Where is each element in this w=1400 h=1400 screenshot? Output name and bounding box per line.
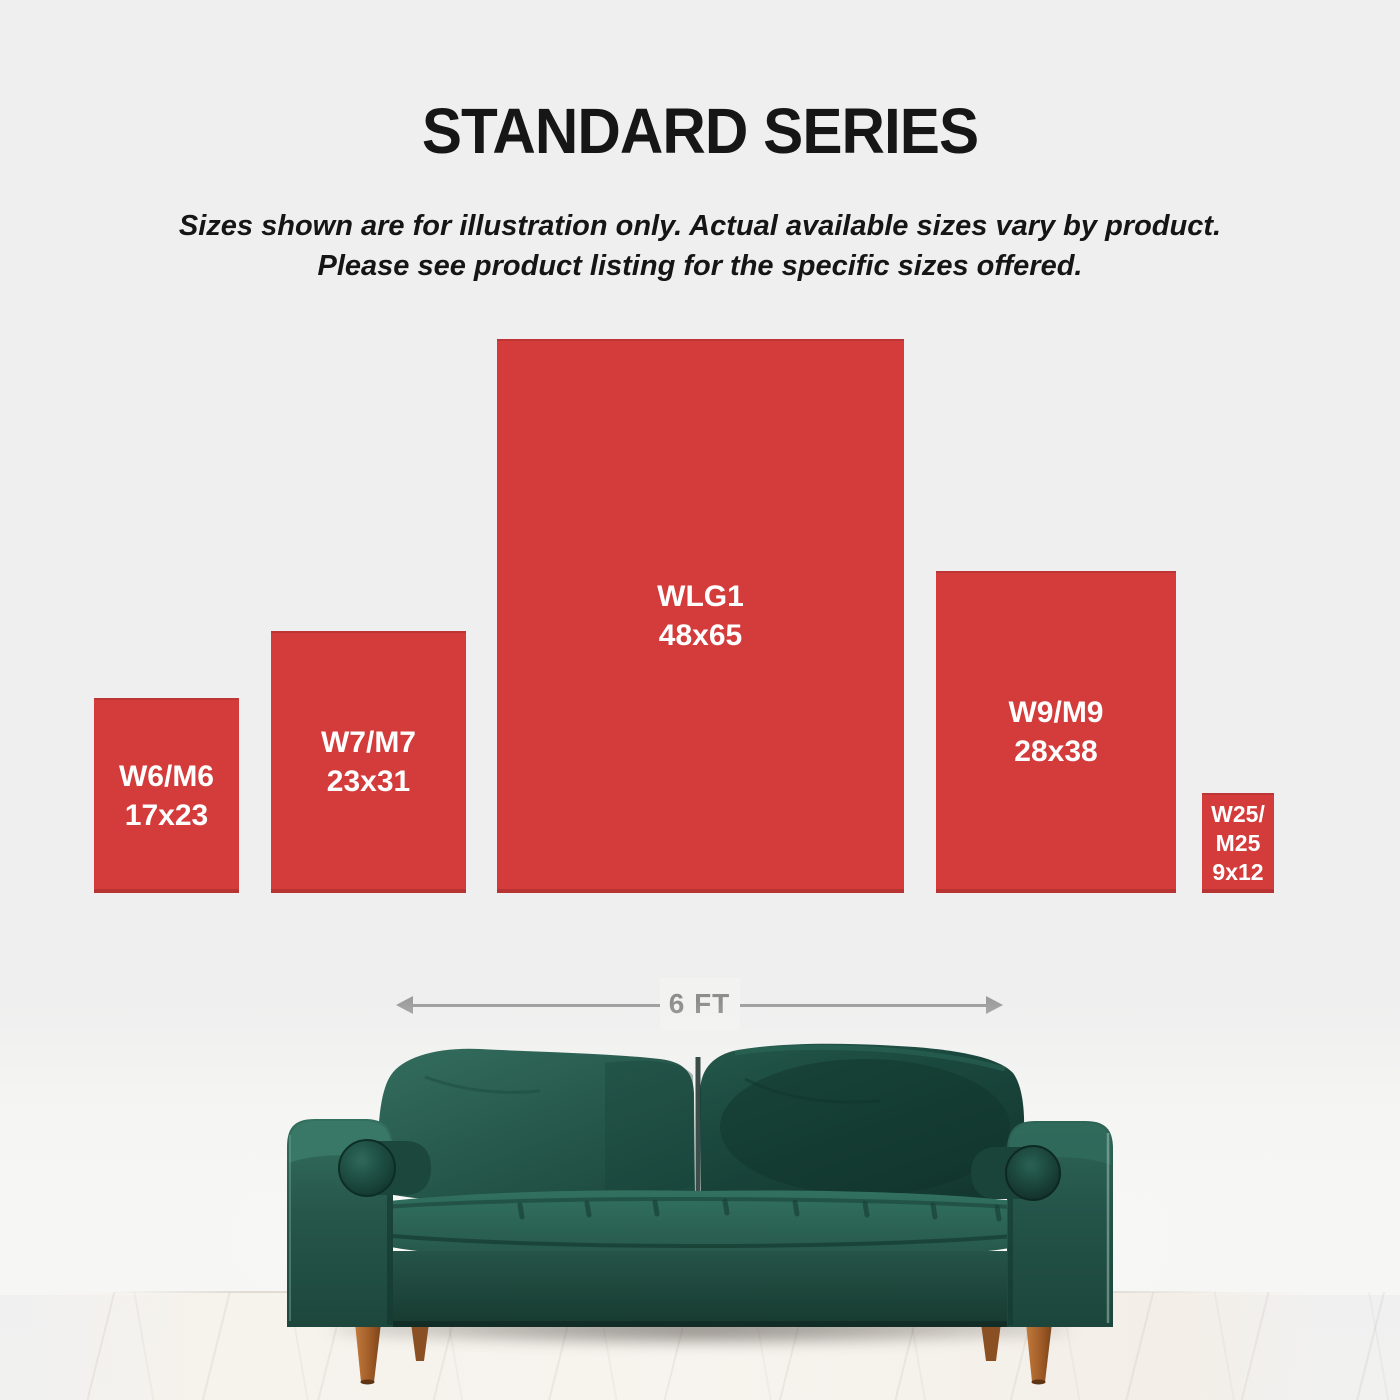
size-box-w25-m25: W25/ M25 9x12: [1202, 793, 1274, 893]
size-code: W6/M6: [118, 759, 214, 793]
size-code: W25/: [1211, 800, 1265, 827]
size-code: W9/M9: [1008, 696, 1104, 729]
disclaimer-line-2: Please see product listing for the speci…: [317, 250, 1083, 282]
sofa-front-leg-right: [1026, 1323, 1052, 1382]
disclaimer-line-1: Sizes shown are for illustration only. A…: [178, 210, 1222, 242]
size-dimensions: 48x65: [658, 619, 743, 652]
sofa-illustration: [287, 1043, 1113, 1385]
sofa-base: [289, 1251, 1111, 1327]
size-box-w7-m7: W7/M7 23x31: [271, 631, 466, 893]
sofa-bolster-left: [338, 1139, 431, 1197]
sofa-front-leg-left: [355, 1323, 381, 1382]
page-title: STANDARD SERIES: [421, 95, 979, 167]
size-dimensions: 23x31: [326, 765, 411, 798]
size-box-w6-m6: W6/M6 17x23: [94, 698, 239, 893]
size-box-w9-m9: W9/M9 28x38: [936, 571, 1176, 893]
size-code-2: M25: [1215, 829, 1261, 856]
sofa-back-leg-right: [981, 1323, 1001, 1361]
disclaimer-text: Sizes shown are for illustration only. A…: [0, 206, 1400, 286]
sofa-bolster-right: [971, 1145, 1061, 1201]
sofa-back-leg-left: [411, 1323, 429, 1361]
size-dimensions: 28x38: [1014, 735, 1098, 768]
seat-tufting: [517, 1198, 1002, 1222]
size-box-wlg1: WLG1 48x65: [497, 339, 904, 893]
size-dimensions: 9x12: [1212, 858, 1264, 885]
size-dimensions: 17x23: [124, 798, 209, 832]
size-code: WLG1: [657, 580, 744, 613]
sofa-back-cushion-right: [700, 1043, 1025, 1207]
size-code: W7/M7: [320, 726, 416, 759]
